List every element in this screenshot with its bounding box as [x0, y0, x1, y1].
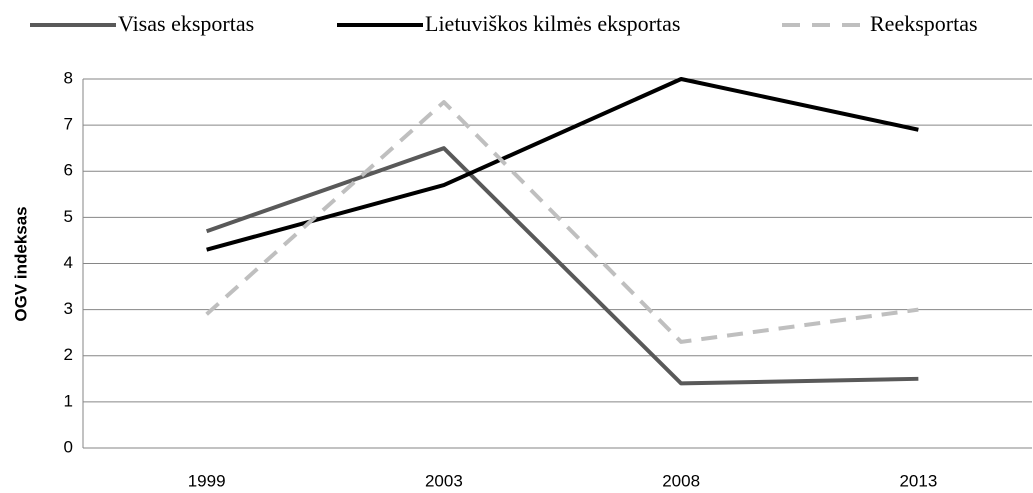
y-axis-title: OGV indeksas	[11, 206, 30, 321]
y-tick-label: 7	[64, 115, 73, 134]
y-tick-label: 0	[64, 437, 73, 456]
y-tick-label: 2	[64, 345, 73, 364]
y-tick-label: 3	[64, 299, 73, 318]
legend-label: Lietuviškos kilmės eksportas	[425, 11, 680, 36]
y-tick-label: 1	[64, 391, 73, 410]
x-tick-label: 2013	[899, 471, 937, 490]
x-tick-label: 2003	[425, 471, 463, 490]
y-tick-label: 5	[64, 207, 73, 226]
y-tick-label: 4	[64, 253, 73, 272]
y-tick-label: 8	[64, 68, 73, 87]
series-line	[205, 100, 919, 344]
x-tick-label: 2008	[662, 471, 700, 490]
x-tick-label: 1999	[188, 471, 226, 490]
series-line	[205, 146, 919, 386]
legend-label: Reeksportas	[870, 11, 978, 36]
y-tick-label: 6	[64, 161, 73, 180]
legend-label: Visas eksportas	[118, 11, 254, 36]
series-line	[206, 77, 919, 252]
